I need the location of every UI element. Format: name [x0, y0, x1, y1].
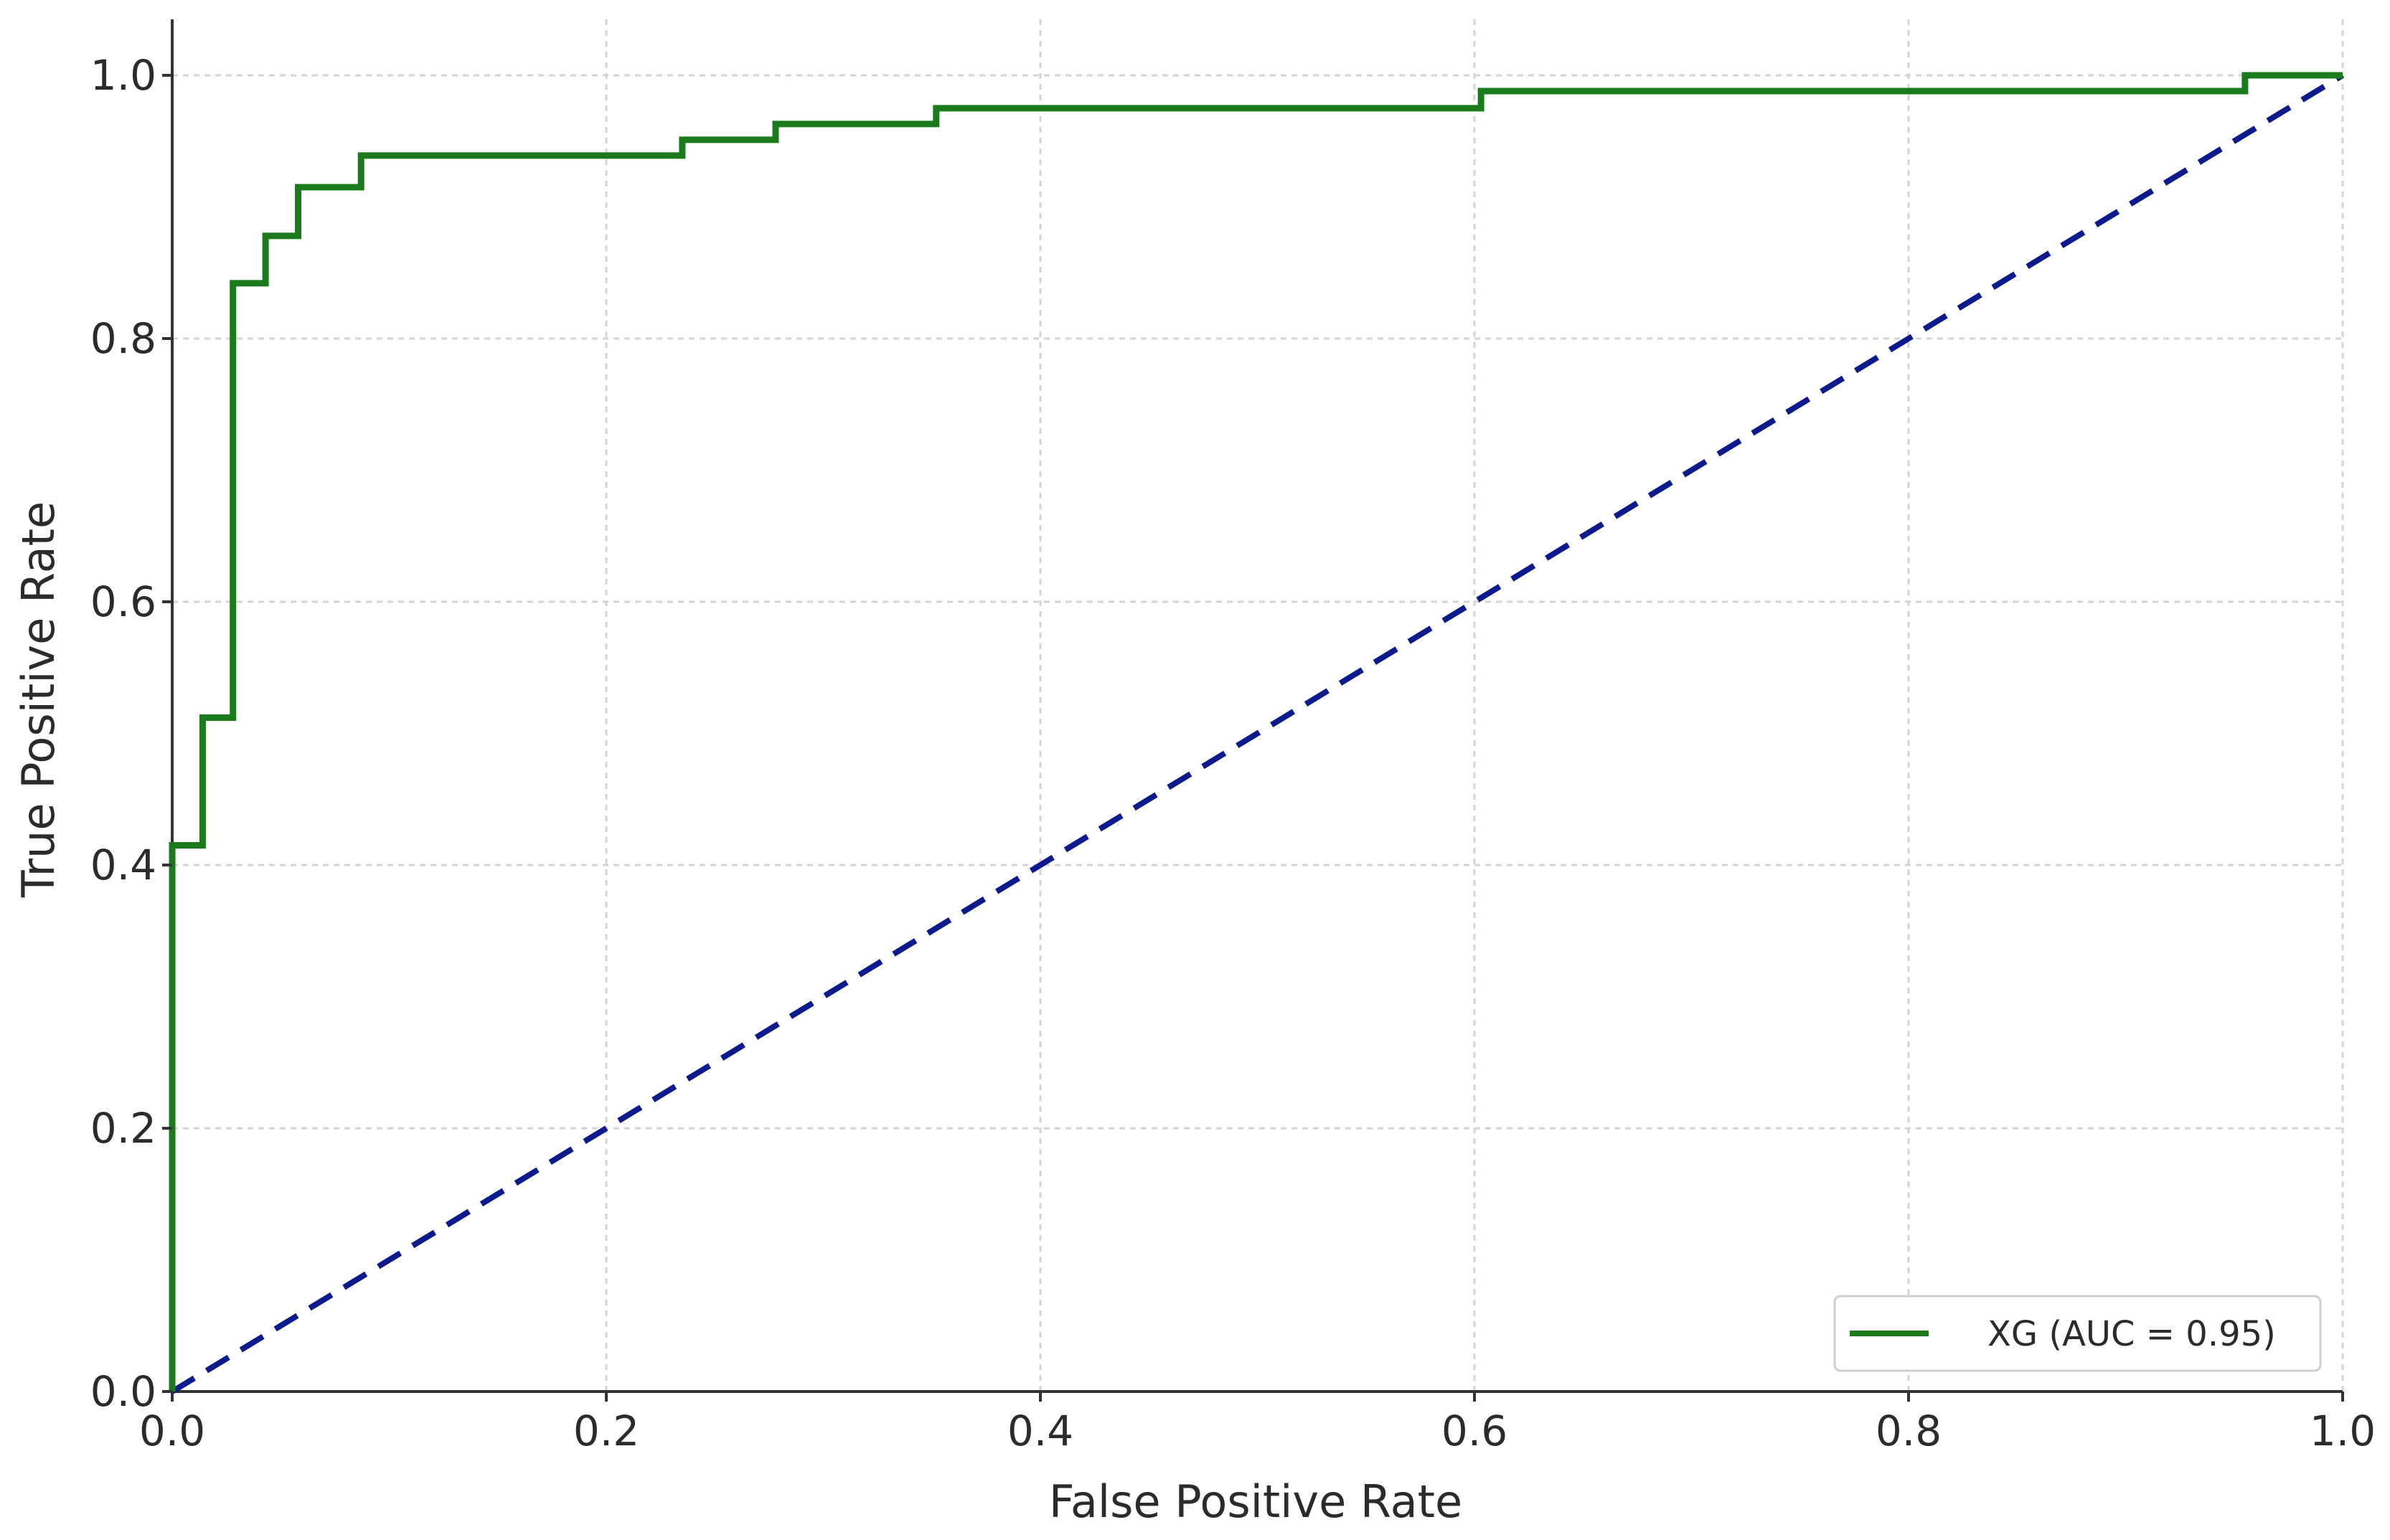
series-layer	[169, 72, 2345, 1394]
y-tick-label: 0.0	[90, 1367, 156, 1416]
chance-diagonal-line	[170, 72, 2345, 1394]
y-tick-label: 1.0	[90, 51, 156, 100]
legend-box	[1833, 1295, 2322, 1372]
x-tick-label: 0.2	[573, 1407, 639, 1455]
y-axis-title: True Positive Rate	[12, 501, 65, 898]
y-tick-label: 0.6	[90, 577, 156, 626]
y-tick-label: 0.4	[90, 841, 156, 889]
x-tick-label: 1.0	[2310, 1407, 2376, 1455]
x-tick-label: 0.6	[1441, 1407, 1507, 1455]
axes-layer	[171, 19, 2343, 1393]
legend: XG (AUC = 0.95)	[1833, 1295, 2322, 1372]
x-axis-title: False Positive Rate	[1049, 1475, 1462, 1528]
roc-curve-line	[169, 72, 2343, 1392]
legend-label: XG (AUC = 0.95)	[1987, 1314, 2276, 1354]
y-tick-label: 0.2	[90, 1104, 156, 1153]
x-tick-label: 0.8	[1876, 1407, 1942, 1455]
grid-layer	[172, 19, 2344, 1392]
ticks-layer: 0.0 0.2 0.4 0.6 0.8 1.0 0.0 0.2 0.4 0.6 0.8 1.0	[90, 51, 2376, 1455]
y-tick-label: 0.8	[90, 314, 156, 363]
x-tick-label: 0.4	[1007, 1407, 1073, 1455]
x-tick-label: 0.0	[139, 1407, 205, 1455]
